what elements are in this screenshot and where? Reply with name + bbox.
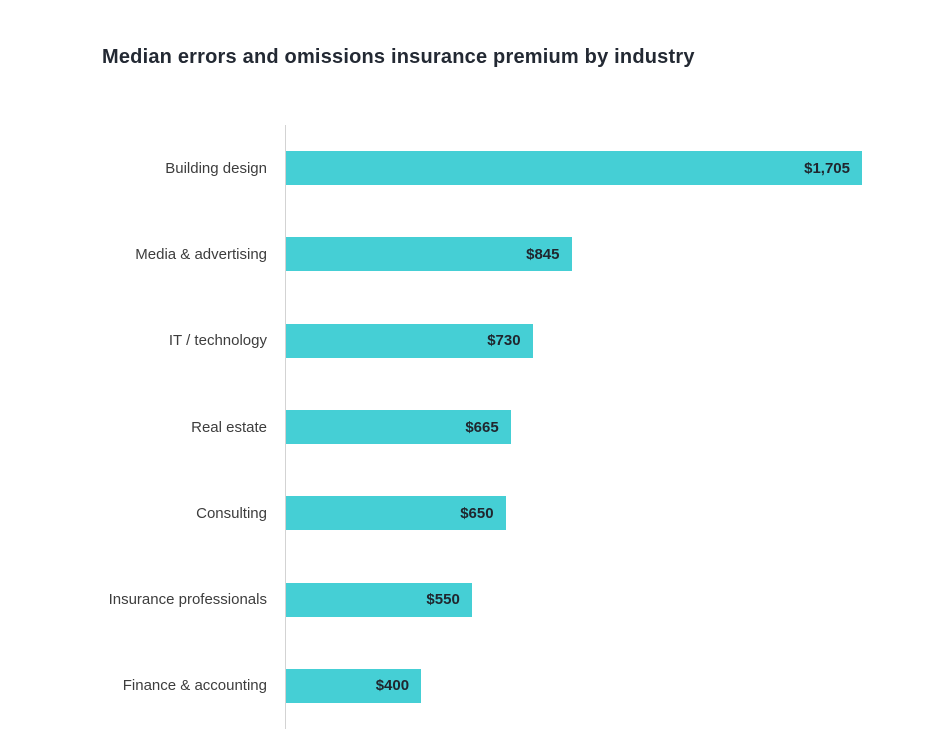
chart-row: Finance & accounting $400 (0, 642, 944, 730)
chart-row: Insurance professionals $550 (0, 556, 944, 643)
bar: $550 (286, 582, 472, 617)
category-label-cell: IT / technology (0, 332, 285, 349)
bar: $650 (286, 496, 506, 531)
category-label: IT / technology (168, 332, 267, 350)
category-label-cell: Building design (0, 160, 285, 177)
chart-title: Median errors and omissions insurance pr… (102, 46, 695, 68)
value-label: $730 (487, 332, 521, 350)
plot-area: $650 (285, 470, 944, 557)
plot-area: $665 (285, 383, 944, 471)
plot-area: $845 (285, 211, 944, 298)
chart-row: Consulting $650 (0, 470, 944, 557)
value-label: $650 (460, 504, 494, 522)
category-label-cell: Media & advertising (0, 246, 285, 263)
category-label-cell: Insurance professionals (0, 591, 285, 608)
category-label-cell: Real estate (0, 419, 285, 436)
value-label: $550 (426, 591, 460, 609)
value-label: $1,705 (804, 159, 850, 177)
bar: $845 (286, 237, 572, 272)
plot-area: $730 (285, 297, 944, 384)
category-label: Media & advertising (135, 245, 267, 263)
chart-row: Real estate $665 (0, 383, 944, 471)
category-label: Consulting (196, 504, 267, 522)
value-label: $845 (526, 245, 560, 263)
plot-area: $1,705 (285, 125, 944, 212)
category-label: Building design (165, 159, 267, 177)
bar-rows: Building design $1,705 Media & advertisi… (0, 125, 944, 730)
plot-area: $400 (285, 642, 944, 730)
value-label: $400 (375, 677, 410, 695)
category-label: Finance & accounting (122, 677, 267, 695)
category-label-cell: Finance & accounting (0, 677, 285, 694)
value-label: $665 (465, 418, 499, 436)
chart-row: Media & advertising $845 (0, 211, 944, 298)
bar: $1,705 (286, 151, 862, 186)
bar: $665 (286, 410, 511, 445)
category-label: Real estate (191, 418, 267, 436)
category-label-cell: Consulting (0, 505, 285, 522)
chart-row: Building design $1,705 (0, 125, 944, 212)
bar-chart: Building design $1,705 Media & advertisi… (0, 125, 944, 730)
plot-area: $550 (285, 556, 944, 643)
chart-row: IT / technology $730 (0, 297, 944, 384)
category-label: Insurance professionals (108, 591, 267, 609)
bar: $400 (286, 668, 422, 703)
bar: $730 (286, 323, 533, 358)
